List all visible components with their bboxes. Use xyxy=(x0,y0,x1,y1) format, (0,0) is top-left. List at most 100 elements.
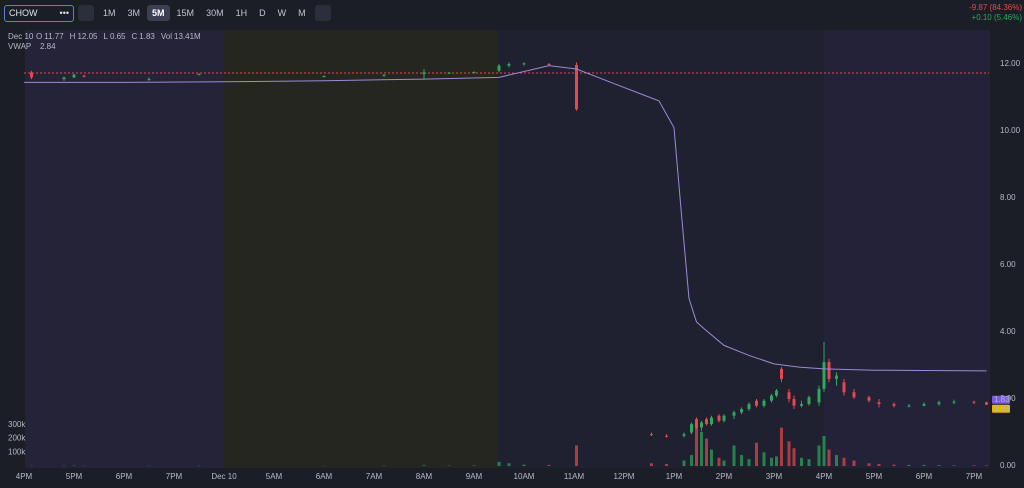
compare-button[interactable] xyxy=(78,5,94,21)
more[interactable]: ••• xyxy=(59,8,69,18)
volume-bar xyxy=(952,465,956,466)
volume-bar xyxy=(472,465,476,466)
interval-button[interactable]: 3M xyxy=(127,8,141,18)
x-tick-label: 4PM xyxy=(16,472,33,481)
candle-body xyxy=(710,417,713,425)
day-change: -9.87 (84.36%) xyxy=(969,3,1022,12)
volume-tick-label: 100k xyxy=(8,447,26,456)
x-tick-label: 2PM xyxy=(716,472,733,481)
legend-label: Vol xyxy=(161,32,172,41)
y-tick-label: 12.00 xyxy=(1000,59,1021,68)
y-tick-label: 4.00 xyxy=(1000,327,1016,336)
candle-body xyxy=(952,401,956,403)
candle-body xyxy=(835,375,838,379)
price-tag-label: 1.83 xyxy=(994,404,1010,413)
candle-body xyxy=(985,402,988,405)
x-tick-label: 10AM xyxy=(514,472,535,481)
interval-button[interactable]: 1M xyxy=(103,8,116,18)
volume-bar xyxy=(665,463,668,466)
volume-bar xyxy=(522,464,526,466)
candle-body xyxy=(877,402,881,405)
x-tick-label: 8AM xyxy=(416,472,433,481)
candle-body xyxy=(690,424,693,433)
symbol-search[interactable]: CHOW ••• xyxy=(4,4,74,22)
volume-bar xyxy=(650,463,653,466)
x-tick-label: 7AM xyxy=(366,472,383,481)
candle-body xyxy=(695,419,698,428)
volume-bar xyxy=(800,457,803,466)
candle-body xyxy=(732,412,736,416)
volume-bar xyxy=(747,459,751,466)
x-tick-label: 5PM xyxy=(66,472,83,481)
candle-body xyxy=(497,65,501,71)
volume-bar xyxy=(792,448,796,466)
x-tick-label: 11AM xyxy=(564,472,585,481)
x-tick-label: 4PM xyxy=(816,472,833,481)
candle-body xyxy=(827,362,831,379)
volume-bar xyxy=(695,424,698,466)
interval-button[interactable]: 15M xyxy=(176,8,195,18)
candle-body xyxy=(852,392,856,398)
x-tick-label: 5PM xyxy=(866,472,883,481)
volume-bar xyxy=(732,445,736,466)
volume-bar xyxy=(762,452,766,466)
after-hours xyxy=(824,30,990,468)
legend-value: 11.77 xyxy=(44,32,64,41)
candle-body xyxy=(82,75,86,77)
candle-body xyxy=(665,435,668,437)
candle-body xyxy=(922,404,926,406)
price-tag-label: 1.83 xyxy=(994,395,1010,404)
interval-button[interactable]: 30M xyxy=(206,8,224,18)
vwap-value: 2.84 xyxy=(40,42,56,51)
legend-label: C xyxy=(132,32,138,41)
intervals: 1M 3M 5M 15M 30M 1H D W M xyxy=(98,5,311,21)
candle-body xyxy=(547,64,551,65)
volume-bar xyxy=(422,465,426,466)
volume-bar xyxy=(710,449,713,466)
interval-button[interactable]: 5M xyxy=(147,5,170,21)
candle-body xyxy=(800,404,803,406)
y-tick-label: 8.00 xyxy=(1000,193,1016,202)
vwap-legend: VWAP xyxy=(8,42,31,51)
y-tick-label: 10.00 xyxy=(1000,126,1021,135)
toolbar: CHOW ••• 1M 3M 5M 15M 30M 1H D W M -9.87 (84.36%)… xyxy=(0,0,1024,26)
candle-body xyxy=(447,72,451,74)
x-tick-label: 6PM xyxy=(116,472,133,481)
candle-body xyxy=(147,79,151,81)
candle-body xyxy=(650,434,653,436)
interval-button[interactable]: D xyxy=(259,8,266,18)
volume-bar xyxy=(770,457,773,466)
legend-value: 12.05 xyxy=(77,32,98,41)
volume-bar xyxy=(690,455,693,466)
legend-date: Dec 10 xyxy=(8,32,34,41)
candle-body xyxy=(30,72,33,78)
candle-body xyxy=(972,401,976,403)
volume-bar xyxy=(985,465,988,466)
volume-bar xyxy=(922,464,926,466)
candle-body xyxy=(575,65,578,110)
x-tick-label: 1PM xyxy=(666,472,683,481)
candle-body xyxy=(892,404,896,406)
candle-body xyxy=(807,397,811,405)
volume-bar xyxy=(787,441,791,466)
candle-body xyxy=(747,404,751,410)
candle-body xyxy=(780,368,783,379)
legend-label: O xyxy=(36,32,42,41)
legend-value: 1.83 xyxy=(139,32,155,41)
volume-bar xyxy=(827,449,831,466)
interval-button[interactable]: 1H xyxy=(235,8,248,18)
candle-body xyxy=(740,409,743,413)
candle-body xyxy=(700,422,703,428)
x-tick-label: 7PM xyxy=(966,472,983,481)
legend-value: 0.65 xyxy=(110,32,126,41)
candle-body xyxy=(937,402,941,405)
interval-button[interactable]: W xyxy=(277,8,287,18)
y-tick-label: 6.00 xyxy=(1000,260,1016,269)
candle-body xyxy=(705,419,708,425)
volume-bar xyxy=(842,457,846,466)
calendar-button[interactable] xyxy=(314,5,331,21)
interval-button[interactable]: M xyxy=(298,8,306,18)
volume-bar xyxy=(755,442,758,466)
